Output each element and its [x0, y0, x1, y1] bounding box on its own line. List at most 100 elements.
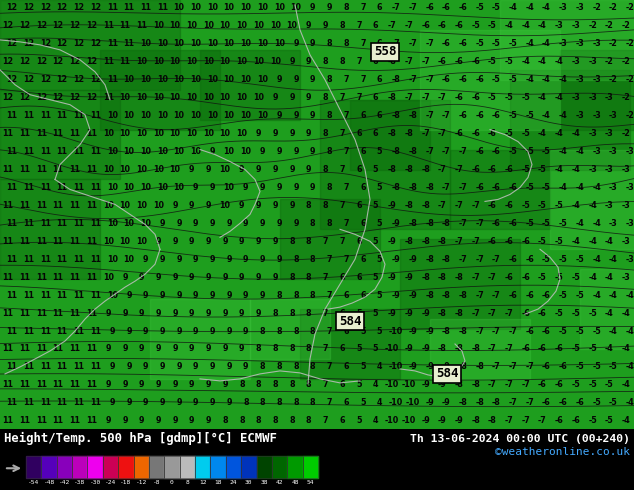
Text: -5: -5: [476, 39, 484, 49]
Text: -9: -9: [442, 363, 451, 371]
Text: -4: -4: [571, 129, 580, 138]
Text: 10: 10: [207, 39, 218, 49]
Text: -6: -6: [559, 398, 567, 407]
Text: 6: 6: [373, 93, 378, 102]
Text: -8: -8: [408, 219, 417, 228]
Text: 11: 11: [90, 363, 101, 371]
Text: 9: 9: [155, 416, 161, 425]
Text: 6: 6: [377, 39, 382, 49]
Text: 10: 10: [240, 111, 251, 120]
Text: 8: 8: [323, 93, 328, 102]
Text: 7: 7: [327, 363, 332, 371]
Text: 12: 12: [86, 57, 97, 66]
Text: 9: 9: [293, 183, 299, 192]
Text: -7: -7: [442, 111, 451, 120]
Text: Th 13-06-2024 00:00 UTC (00+240): Th 13-06-2024 00:00 UTC (00+240): [410, 434, 630, 443]
Text: -4: -4: [626, 398, 634, 407]
Text: -6: -6: [442, 75, 451, 84]
Text: -3: -3: [605, 129, 614, 138]
Text: 9: 9: [289, 129, 295, 138]
Text: 10: 10: [240, 75, 251, 84]
Text: 11: 11: [23, 147, 34, 156]
Text: 8: 8: [273, 380, 278, 390]
Text: 8: 8: [293, 398, 299, 407]
Text: -7: -7: [455, 201, 463, 210]
Text: 8: 8: [293, 363, 299, 371]
Bar: [560, 50, 634, 130]
Text: 11: 11: [90, 398, 101, 407]
Text: 12: 12: [36, 93, 47, 102]
Text: -7: -7: [458, 219, 467, 228]
Bar: [550, 149, 634, 249]
Text: -7: -7: [442, 147, 451, 156]
Text: 10: 10: [124, 219, 134, 228]
Text: -4: -4: [576, 147, 585, 156]
Text: 10: 10: [224, 39, 235, 49]
Text: 11: 11: [107, 75, 118, 84]
Text: 5: 5: [356, 380, 361, 390]
Text: 8: 8: [243, 398, 249, 407]
Text: 8: 8: [256, 416, 261, 425]
Text: 11: 11: [140, 3, 151, 12]
Text: -5: -5: [492, 75, 501, 84]
Text: -6: -6: [538, 380, 547, 390]
Text: 12: 12: [19, 93, 30, 102]
Text: 10: 10: [174, 147, 184, 156]
Text: 4: 4: [373, 380, 378, 390]
Text: 11: 11: [6, 398, 18, 407]
Text: 10: 10: [236, 129, 247, 138]
Text: 11: 11: [40, 363, 51, 371]
Text: 5: 5: [377, 291, 382, 300]
Text: 11: 11: [6, 326, 18, 336]
Text: -6: -6: [526, 326, 534, 336]
Text: -5: -5: [571, 380, 580, 390]
Text: -8: -8: [492, 398, 501, 407]
Bar: [430, 319, 530, 379]
Text: 9: 9: [105, 344, 111, 353]
Text: 8: 8: [339, 57, 345, 66]
Text: 12: 12: [90, 75, 101, 84]
Text: 11: 11: [69, 201, 81, 210]
Text: 7: 7: [323, 416, 328, 425]
Text: 11: 11: [86, 201, 97, 210]
Text: 5: 5: [377, 326, 382, 336]
Text: 10: 10: [174, 3, 184, 12]
Text: 0: 0: [170, 480, 174, 485]
Text: -3: -3: [559, 39, 567, 49]
Text: -6: -6: [442, 39, 451, 49]
Bar: [118, 456, 134, 478]
Text: -5: -5: [588, 380, 597, 390]
Text: -3: -3: [588, 93, 597, 102]
Text: 10: 10: [169, 165, 181, 174]
Text: -7: -7: [508, 398, 517, 407]
Bar: [287, 456, 302, 478]
Text: 10: 10: [107, 111, 118, 120]
Text: 11: 11: [3, 380, 13, 390]
Text: 9: 9: [256, 165, 261, 174]
Text: -3: -3: [588, 57, 597, 66]
Text: 9: 9: [327, 3, 332, 12]
Text: 9: 9: [273, 201, 278, 210]
Text: -9: -9: [421, 309, 430, 318]
Text: 10: 10: [119, 129, 131, 138]
Text: -6: -6: [505, 201, 514, 210]
Text: 8: 8: [323, 165, 328, 174]
Text: 12: 12: [3, 22, 13, 30]
Text: 6: 6: [339, 344, 345, 353]
Text: 11: 11: [23, 363, 34, 371]
Text: 10: 10: [169, 57, 181, 66]
Text: 6: 6: [339, 309, 345, 318]
Text: 7: 7: [323, 380, 328, 390]
Text: 9: 9: [260, 183, 265, 192]
Text: 11: 11: [86, 309, 97, 318]
Text: -9: -9: [421, 416, 430, 425]
Text: 6: 6: [343, 363, 349, 371]
Bar: [210, 456, 226, 478]
Text: 7: 7: [339, 201, 345, 210]
Text: 10: 10: [124, 111, 134, 120]
Text: 10: 10: [153, 201, 164, 210]
Text: 7: 7: [327, 326, 332, 336]
Bar: [72, 456, 87, 478]
Text: 7: 7: [356, 93, 361, 102]
Text: 9: 9: [260, 291, 265, 300]
